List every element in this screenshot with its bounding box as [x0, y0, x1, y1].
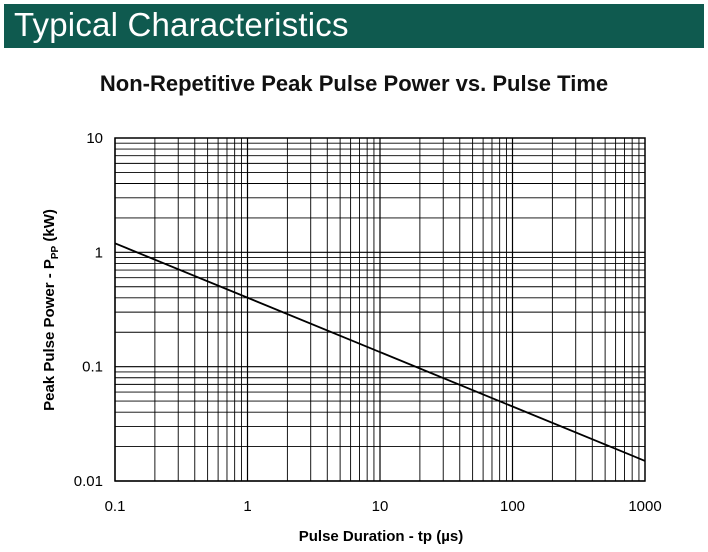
y-tick-label: 0.01 [74, 473, 103, 490]
y-axis: 0.01 0.1 1 10 [74, 130, 103, 490]
series-line [114, 242, 646, 462]
page-title: Typical Characteristics [14, 6, 349, 43]
y-tick-label: 10 [86, 130, 103, 147]
grid [114, 138, 645, 482]
x-tick-label: 100 [500, 498, 525, 515]
y-tick-label: 1 [95, 244, 103, 261]
header-banner: Typical Characteristics [4, 4, 704, 48]
plot-frame [114, 137, 646, 482]
y-tick-label: 0.1 [82, 359, 103, 376]
y-axis-label-main: Peak Pulse Power - P [41, 259, 58, 411]
x-axis-label: Pulse Duration - tp (µs) [299, 528, 463, 545]
x-axis: 0.1 1 10 100 1000 [105, 498, 662, 515]
chart-title: Non-Repetitive Peak Pulse Power vs. Puls… [99, 71, 609, 96]
y-axis-label-unit: (kW) [41, 209, 58, 246]
x-tick-label: 10 [372, 498, 389, 515]
series-layer [114, 242, 646, 462]
x-tick-label: 1 [243, 498, 251, 515]
x-tick-label: 0.1 [105, 498, 126, 515]
y-axis-label: Peak Pulse Power - PPP (kW) [41, 209, 61, 411]
x-tick-label: 1000 [628, 498, 661, 515]
y-axis-label-subscript: PP [50, 245, 61, 259]
